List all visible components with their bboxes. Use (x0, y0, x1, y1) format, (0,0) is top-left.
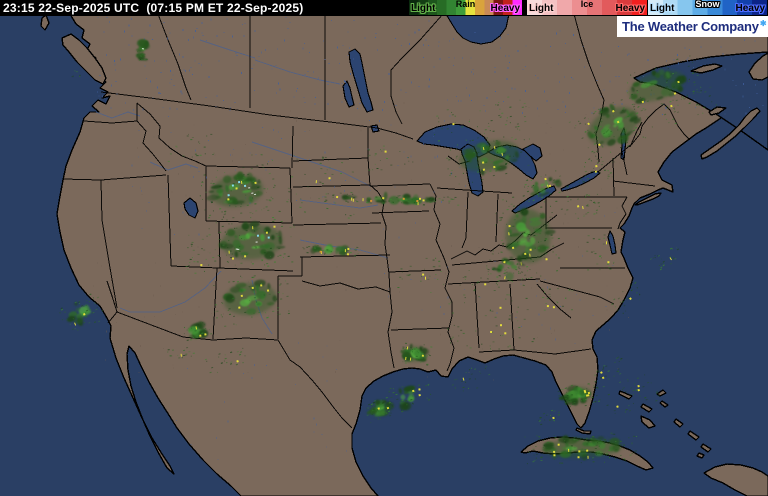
legend-rain-title: Rain (455, 0, 476, 9)
legend-ice-title: Ice (580, 0, 594, 9)
legend-rain-bar: Rain Light Heavy (409, 0, 522, 15)
pei-island (708, 106, 727, 116)
vancouver-island (61, 33, 107, 85)
radar-blob-bahamas-flecks (602, 374, 660, 415)
legend-ice-bar: Ice Light Heavy (527, 0, 647, 15)
radar-blob-colorado (208, 217, 295, 270)
state-borders-layer (62, 13, 691, 429)
radar-blob-new-mexico (213, 275, 290, 327)
legend-snow-title: Snow (695, 0, 720, 9)
long-island (634, 192, 662, 206)
radar-blob-alberta-streak (135, 39, 151, 61)
legend-rain-heavy-label: Heavy (490, 3, 520, 14)
lake-ontario (560, 170, 601, 192)
radar-blob-lake-michigan-north (446, 128, 531, 185)
title-bar: 23:15 22-Sep-2025 UTC (07:15 PM ET 22-Se… (0, 0, 768, 16)
radar-blob-virginia (586, 234, 616, 271)
radar-blob-mo-ark (397, 257, 444, 293)
radar-blob-utah-west (185, 234, 211, 274)
us-canada-border (100, 91, 414, 140)
radar-echoes-layer (59, 39, 717, 465)
florida-keys (575, 427, 592, 435)
legend-ice-light-label: Light (529, 3, 554, 14)
radar-blob-vancouver-fleck (71, 70, 81, 78)
radar-blob-kansas-line (302, 244, 359, 257)
james-bay (445, 13, 510, 45)
lake-winnipeg (348, 48, 374, 113)
radar-blob-gulf-stream-1 (649, 247, 680, 271)
radar-blob-ny-penn (560, 193, 600, 219)
radar-blob-dakotas (245, 154, 355, 219)
newfoundland-island (748, 52, 768, 81)
us-mexico-border (107, 311, 353, 429)
weather-company-logo: The Weather Company✱ (617, 16, 768, 37)
georgian-bay (522, 143, 543, 162)
lake-manitoba (342, 80, 355, 108)
radar-blob-pacific-offshore (59, 293, 104, 331)
timestamp-label: 23:15 22-Sep-2025 UTC (07:15 PM ET 22-Se… (3, 1, 304, 15)
radar-blob-minnesota (367, 145, 414, 171)
legend-ice-heavy-label: Heavy (615, 3, 645, 14)
radar-blob-st-lawrence-scatter (660, 86, 717, 125)
radar-blob-chihuahua (204, 347, 246, 374)
nova-scotia (700, 107, 761, 160)
great-salt-lake (183, 197, 199, 219)
terrain-noise-layer (93, 17, 764, 460)
weather-company-logo-text: The Weather Company✱ (622, 19, 767, 34)
radar-blob-ohio-valley (495, 196, 561, 281)
weather-company-star-icon: ✱ (759, 19, 767, 28)
legend-snow-light-label: Light (650, 3, 675, 14)
radar-blob-gulf-stream-2 (611, 281, 641, 314)
radar-blob-louisiana (400, 342, 433, 366)
radar-blob-kentucky (486, 250, 534, 287)
radar-blob-wyoming (199, 163, 275, 219)
radar-blob-idaho-montana (167, 133, 215, 162)
radar-blob-cuba (524, 432, 638, 465)
radar-blob-new-england (568, 91, 654, 164)
rivers-layer (95, 39, 389, 335)
radar-blob-florida-west (538, 409, 561, 426)
radar-blob-florida (557, 383, 601, 408)
radar-blob-georgia (541, 288, 574, 311)
radar-blob-ms-al-flecks (447, 294, 535, 350)
legend-snow-heavy-label: Heavy (735, 3, 765, 14)
radar-blob-neb-iowa-line (324, 191, 460, 206)
legend-snow-bar: Snow Light Heavy (648, 0, 767, 15)
radar-blob-texas-coast (366, 399, 395, 424)
hispaniola-island (703, 463, 768, 496)
us-canada-border-east (597, 103, 691, 173)
anticosti-island (690, 63, 723, 74)
radar-blob-east-gulf (451, 365, 491, 392)
radar-blob-florida-ne (594, 356, 623, 383)
legend-rain-light-label: Light (411, 3, 436, 14)
radar-blob-gulf-blobs (385, 383, 432, 414)
radar-blob-border-corner (183, 321, 213, 341)
radar-blob-tennessee (459, 270, 500, 292)
radar-blob-sonora (167, 347, 195, 359)
radar-blob-quebec-north (620, 55, 702, 118)
radar-blob-adirondacks (578, 158, 616, 184)
radar-blob-ontario-flecks (434, 96, 527, 142)
radar-blob-lake-erie-shore (522, 170, 569, 202)
bahamas-islands (618, 389, 712, 459)
lake-of-the-woods (370, 124, 380, 133)
